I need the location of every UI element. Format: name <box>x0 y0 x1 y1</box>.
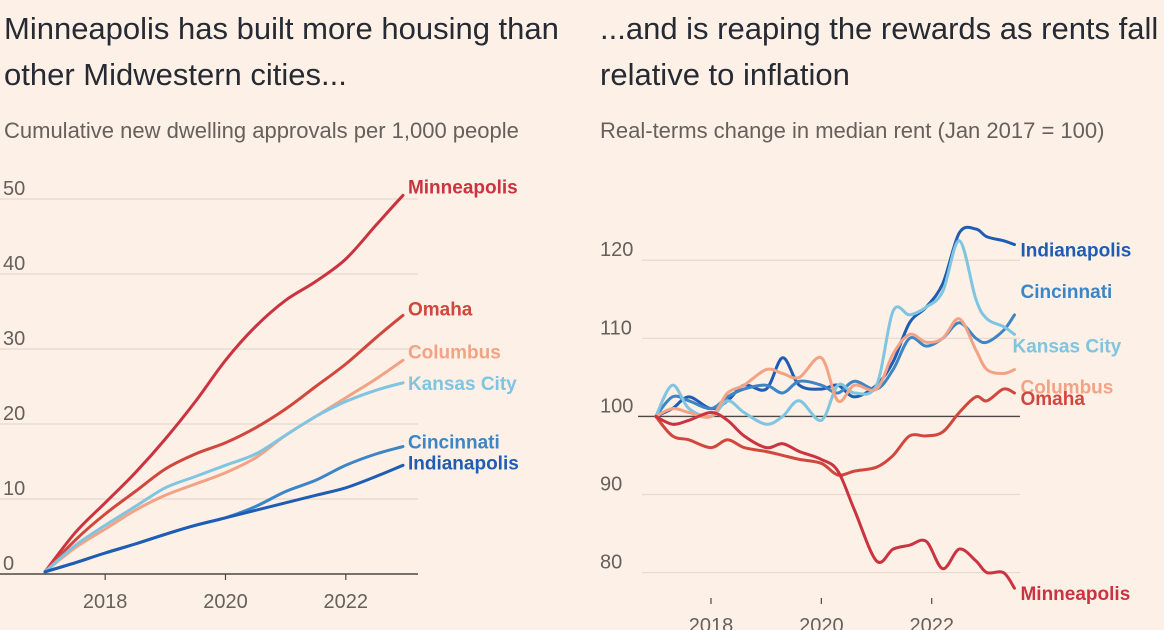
y-tick-label: 120 <box>600 239 633 261</box>
y-tick-label: 80 <box>600 552 622 574</box>
chart-title: Minneapolis has built more housing than … <box>4 11 559 92</box>
chart-subtitle: Real-terms change in median rent (Jan 20… <box>600 118 1105 143</box>
y-tick-label: 10 <box>3 478 25 500</box>
series-line-kansas-city <box>654 239 1016 426</box>
series-label-columbus: Columbus <box>408 342 501 363</box>
series-line-columbus <box>43 358 405 574</box>
chart-subtitle: Cumulative new dwelling approvals per 1,… <box>4 118 519 143</box>
x-tick-label: 2022 <box>909 615 954 630</box>
y-tick-label: 0 <box>3 553 14 575</box>
y-tick-label: 50 <box>3 178 25 200</box>
y-tick-label: 40 <box>3 253 25 275</box>
chart-panel-rent: ...and is reaping the rewards as rents f… <box>600 0 1164 630</box>
median-rent-chart: 80 90 100 110 120 2018 2020 2022 Indianapolis Cin… <box>600 225 1131 630</box>
series-line-omaha <box>43 313 405 574</box>
series-label-minneapolis: Minneapolis <box>1020 584 1130 605</box>
series-label-omaha: Omaha <box>1020 389 1085 410</box>
x-tick-label: 2022 <box>324 591 369 613</box>
series-label-columbus: Columbus <box>1020 378 1113 399</box>
series-label-minneapolis: Minneapolis <box>408 177 518 198</box>
y-tick-label: 90 <box>600 473 622 495</box>
y-tick-label: 20 <box>3 403 25 425</box>
series-label-cincinnati: Cincinnati <box>408 433 500 454</box>
series-line-omaha <box>654 387 1016 477</box>
series-line-kansas-city <box>43 381 405 574</box>
y-tick-label: 100 <box>600 395 633 417</box>
x-tick-label: 2018 <box>689 615 734 630</box>
series-label-omaha: Omaha <box>408 299 473 320</box>
y-tick-label: 30 <box>3 328 25 350</box>
chart-title: ...and is reaping the rewards as rents f… <box>600 11 1159 92</box>
series-line-minneapolis <box>654 411 1016 590</box>
series-line-indianapolis <box>43 463 405 574</box>
series-label-indianapolis: Indianapolis <box>408 453 519 474</box>
series-label-cincinnati: Cincinnati <box>1020 282 1112 303</box>
x-tick-label: 2020 <box>203 591 248 613</box>
series-label-indianapolis: Indianapolis <box>1020 241 1131 262</box>
x-tick-label: 2018 <box>83 591 128 613</box>
series-line-minneapolis <box>43 193 405 574</box>
x-tick-label: 2020 <box>799 615 844 630</box>
housing-approvals-chart: 0 10 20 30 40 50 2018 2020 2022 Minneapolis Omaha C… <box>0 177 519 613</box>
series-line-cincinnati <box>654 313 1016 418</box>
chart-panel-housing: Minneapolis has built more housing than … <box>0 0 560 630</box>
series-label-kansas-city: Kansas City <box>408 374 517 395</box>
series-line-columbus <box>654 317 1016 419</box>
y-tick-label: 110 <box>600 317 632 339</box>
series-label-kansas-city: Kansas City <box>1012 336 1121 357</box>
